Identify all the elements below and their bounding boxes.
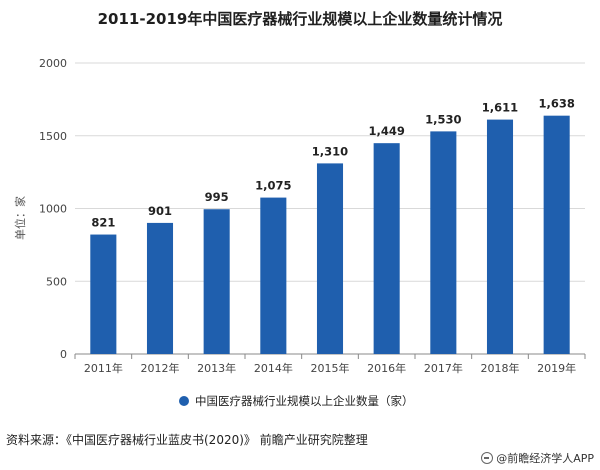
y-tick-label: 0 (60, 348, 67, 361)
y-axis-label: 单位：家 (13, 196, 27, 240)
brand-logo-icon (481, 452, 494, 464)
x-tick-label: 2019年 (537, 361, 576, 375)
bar-2011年 (90, 234, 117, 354)
legend-label: 中国医疗器械行业规模以上企业数量（家） (195, 394, 414, 408)
data-label: 1,075 (255, 179, 291, 193)
x-tick-label: 2014年 (254, 361, 293, 375)
brand-credit: @前瞻经济学人APP (481, 450, 594, 466)
bar-2015年 (316, 163, 344, 354)
x-tick-label: 2017年 (424, 361, 463, 375)
brand-text: @前瞻经济学人APP (496, 452, 594, 465)
source-note: 资料来源：《中国医疗器械行业蓝皮书(2020)》 前瞻产业研究院整理 (6, 433, 368, 447)
tick-labels: 0 500 1000 1500 2000 2011年 2012年 2013年 2014年 2015… (39, 57, 576, 375)
y-tick-label: 500 (46, 275, 67, 288)
data-label: 1,638 (538, 97, 574, 111)
x-tick-label: 2012年 (141, 361, 180, 375)
bar-2016年 (373, 143, 400, 354)
data-label: 901 (148, 204, 172, 218)
data-label: 1,611 (482, 101, 518, 115)
data-label: 1,530 (425, 112, 461, 126)
data-label: 995 (205, 190, 229, 204)
axes (74, 353, 586, 359)
legend: 中国医疗器械行业规模以上企业数量（家） (179, 394, 414, 408)
data-label: 1,310 (312, 144, 348, 158)
legend-marker (179, 396, 189, 406)
y-tick-label: 2000 (39, 57, 67, 70)
chart-title: 2011-2019年中国医疗器械行业规模以上企业数量统计情况 (97, 10, 503, 28)
bar-2014年 (260, 197, 287, 354)
x-tick-label: 2016年 (367, 361, 406, 375)
x-tick-label: 2011年 (84, 361, 123, 375)
data-label: 821 (91, 216, 115, 230)
bars (90, 115, 570, 355)
bar-2018年 (486, 119, 514, 354)
bar-2019年 (543, 115, 570, 355)
x-tick-label: 2015年 (311, 361, 350, 375)
bar-2012年 (146, 222, 174, 354)
data-labels: 821 901 995 1,075 1,310 1,449 1,530 1,611 1,638 (91, 97, 575, 230)
x-tick-label: 2018年 (481, 361, 520, 375)
y-tick-label: 1500 (39, 130, 67, 143)
data-label: 1,449 (368, 124, 404, 138)
bar-2013年 (203, 209, 230, 354)
bar-2017年 (430, 131, 457, 354)
x-tick-label: 2013年 (197, 361, 236, 375)
y-tick-label: 1000 (39, 203, 67, 216)
